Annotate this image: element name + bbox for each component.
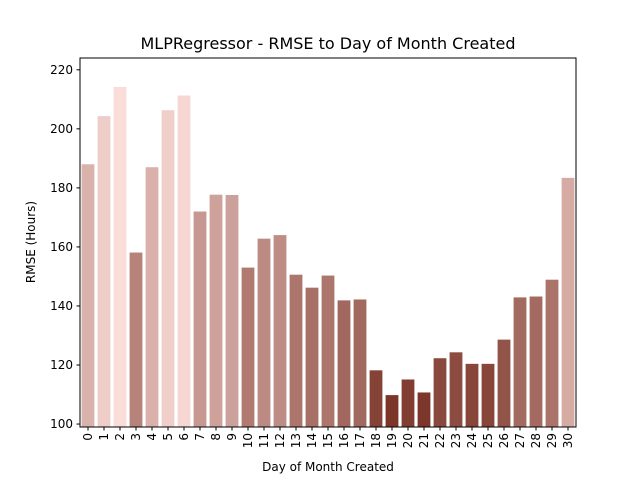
bar-day-12 <box>273 235 287 427</box>
chart-title: MLPRegressor - RMSE to Day of Month Crea… <box>141 34 516 53</box>
x-tick-label: 0 <box>81 433 95 441</box>
x-tick-label: 8 <box>209 433 223 441</box>
x-tick-label: 3 <box>129 433 143 441</box>
x-tick-label: 9 <box>225 433 239 441</box>
x-tick-label: 28 <box>529 433 543 448</box>
bar-day-18 <box>369 370 383 427</box>
bar-day-30 <box>561 177 575 427</box>
x-tick-label: 18 <box>369 433 383 448</box>
bar-day-13 <box>289 274 303 427</box>
bar-day-26 <box>497 339 511 427</box>
x-tick-label: 21 <box>417 433 431 448</box>
y-tick-label: 120 <box>50 358 73 372</box>
bar-day-2 <box>113 86 127 428</box>
bar-day-4 <box>145 167 159 427</box>
y-tick-label: 200 <box>50 122 73 136</box>
bar-day-15 <box>321 275 335 427</box>
bar-day-28 <box>529 296 543 427</box>
x-tick-label: 16 <box>337 433 351 448</box>
x-tick-label: 19 <box>385 433 399 448</box>
x-tick-label: 2 <box>113 433 127 441</box>
x-tick-label: 1 <box>97 433 111 441</box>
x-tick-label: 20 <box>401 433 415 448</box>
y-tick-label: 140 <box>50 299 73 313</box>
bar-day-8 <box>209 194 223 427</box>
bar-day-19 <box>385 395 399 427</box>
x-tick-label: 23 <box>449 433 463 448</box>
x-tick-label: 25 <box>481 433 495 448</box>
bar-day-21 <box>417 392 431 427</box>
bar-day-14 <box>305 287 319 427</box>
x-tick-label: 11 <box>257 433 271 448</box>
y-tick-label: 180 <box>50 181 73 195</box>
x-tick-label: 22 <box>433 433 447 448</box>
bar-day-0 <box>81 164 95 427</box>
bar-day-7 <box>193 211 207 427</box>
x-tick-label: 29 <box>545 433 559 448</box>
y-tick-label: 160 <box>50 240 73 254</box>
x-tick-label: 10 <box>241 433 255 448</box>
bar-day-29 <box>545 279 559 427</box>
x-axis-label: Day of Month Created <box>262 460 394 474</box>
bar-day-3 <box>129 252 143 427</box>
x-tick-label: 7 <box>193 433 207 441</box>
x-tick-label: 5 <box>161 433 175 441</box>
x-tick-label: 6 <box>177 433 191 441</box>
bar-day-25 <box>481 363 495 427</box>
bar-day-1 <box>97 116 111 428</box>
bar-day-16 <box>337 300 351 427</box>
x-tick-label: 12 <box>273 433 287 448</box>
bar-day-24 <box>465 363 479 427</box>
x-tick-label: 26 <box>497 433 511 448</box>
x-tick-label: 17 <box>353 433 367 448</box>
bar-day-5 <box>161 110 175 427</box>
x-tick-label: 27 <box>513 433 527 448</box>
bar-day-6 <box>177 95 191 428</box>
x-tick-label: 4 <box>145 433 159 441</box>
bar-day-17 <box>353 299 367 427</box>
bar-day-27 <box>513 297 527 427</box>
y-tick-label: 220 <box>50 63 73 77</box>
bar-day-9 <box>225 194 239 427</box>
x-tick-label: 15 <box>321 433 335 448</box>
x-tick-label: 13 <box>289 433 303 448</box>
plot-frame <box>79 57 577 428</box>
bars-layer <box>81 86 575 428</box>
bar-day-10 <box>241 267 255 427</box>
bar-day-20 <box>401 379 415 427</box>
bar-day-11 <box>257 238 271 427</box>
bar-day-22 <box>433 358 447 427</box>
y-axis: 100 120 140 160 180 200 220 <box>50 63 80 431</box>
x-axis: 0 1 2 3 4 5 6 7 8 9 10 11 12 13 14 15 16 17 18 19 20 21 22 23 24… <box>81 427 575 448</box>
x-tick-label: 30 <box>561 433 575 448</box>
y-tick-label: 100 <box>50 417 73 431</box>
y-axis-label: RMSE (Hours) <box>24 201 38 283</box>
x-tick-label: 24 <box>465 433 479 448</box>
bar-day-23 <box>449 352 463 427</box>
x-tick-label: 14 <box>305 433 319 448</box>
